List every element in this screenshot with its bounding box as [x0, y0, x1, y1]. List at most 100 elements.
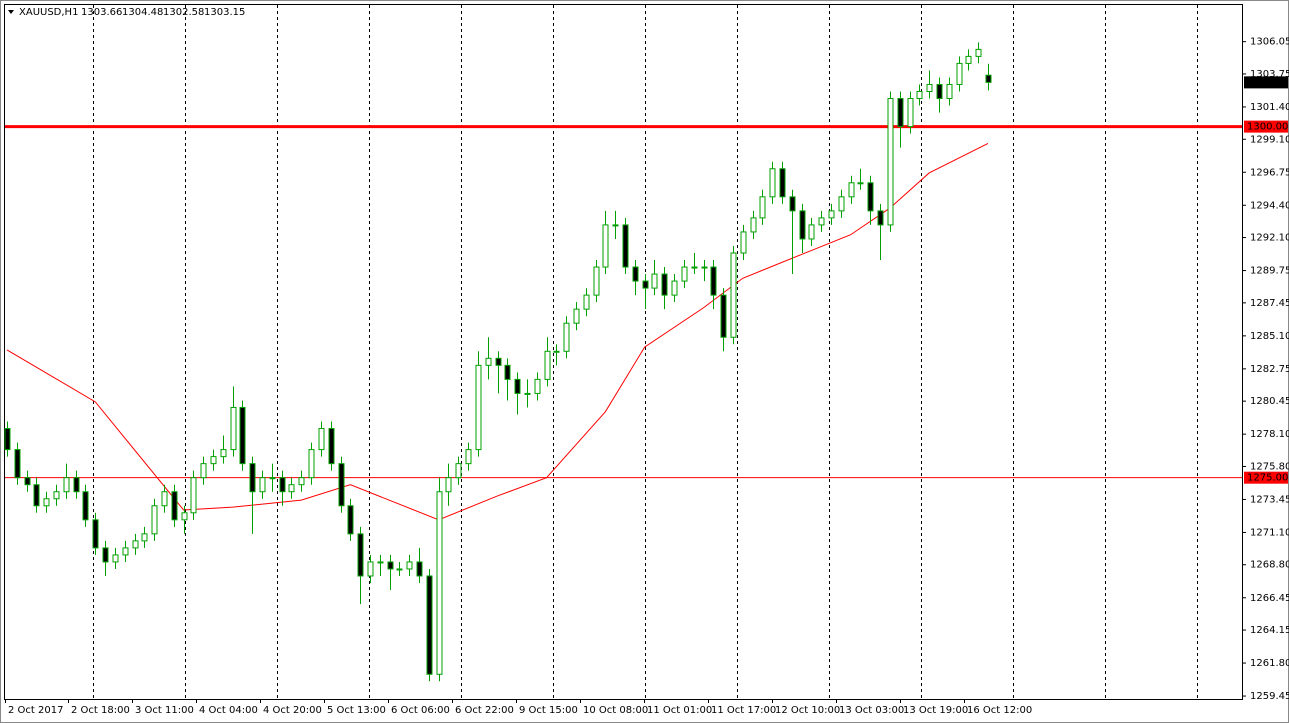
candle-body: [24, 477, 31, 486]
y-tick-label: 1275.80: [1250, 461, 1289, 472]
x-tick-label: 10 Oct 08:00: [583, 705, 648, 716]
candle-body: [769, 168, 776, 198]
y-tick-label: 1271.10: [1250, 527, 1289, 538]
candle-body: [328, 428, 335, 465]
candle-body: [357, 533, 364, 577]
candle-body: [573, 308, 580, 324]
x-tick-label: 2 Oct 2017: [8, 705, 63, 716]
y-tick-label: 1301.40: [1250, 102, 1289, 113]
candle-body: [730, 252, 737, 338]
low: 1302.58: [163, 7, 204, 18]
candle-body: [897, 98, 904, 128]
candle-body: [171, 491, 178, 521]
candle-body: [63, 477, 70, 493]
x-tick-label: 3 Oct 11:00: [135, 705, 194, 716]
symbol: XAUUSD,H1: [19, 7, 78, 18]
candle-body: [838, 196, 845, 212]
candle-body: [544, 350, 551, 380]
candle-body: [14, 449, 21, 479]
candle-body: [239, 406, 246, 465]
close: 1303.15: [204, 7, 245, 18]
candle-body: [789, 196, 796, 212]
candle-body: [661, 273, 668, 296]
candle-body: [750, 217, 757, 233]
candle-body: [563, 322, 570, 352]
candle-body: [848, 182, 855, 198]
candle-body: [916, 91, 923, 100]
candle-body: [308, 449, 315, 479]
high: 1304.48: [122, 7, 163, 18]
y-tick-label: 1299.10: [1250, 134, 1289, 145]
candle-body: [524, 392, 531, 395]
y-tick-label: 1266.45: [1250, 593, 1289, 604]
candle-body: [122, 547, 129, 556]
candle-body: [671, 280, 678, 296]
candle-body: [347, 505, 354, 535]
y-tick-label: 1282.75: [1250, 364, 1289, 375]
candle-body: [279, 477, 286, 493]
level-price-label: 1300.00: [1247, 122, 1288, 133]
y-tick-label: 1289.75: [1250, 266, 1289, 277]
candle-body: [210, 456, 217, 465]
candle-body: [269, 477, 276, 480]
candle-body: [818, 217, 825, 226]
candle-body: [965, 55, 972, 64]
x-tick-label: 4 Oct 20:00: [263, 705, 322, 716]
candle-body: [808, 224, 815, 240]
candle-body: [946, 83, 953, 100]
candle-body: [161, 491, 168, 507]
y-tick-label: 1264.15: [1250, 625, 1289, 636]
candle-body: [406, 561, 413, 570]
candle-body: [887, 98, 894, 226]
level-price-box: [1244, 120, 1288, 133]
level-price-box: [1244, 471, 1288, 484]
candle-body: [534, 378, 541, 394]
x-tick-label: 12 Oct 10:00: [775, 705, 840, 716]
moving-average: [6, 143, 989, 521]
candle-body: [465, 449, 472, 465]
candle-body: [4, 428, 11, 451]
candle-body: [877, 210, 884, 226]
x-tick-label: 11 Oct 17:00: [711, 705, 776, 716]
y-tick-label: 1294.40: [1250, 200, 1289, 211]
candle-body: [485, 357, 492, 366]
y-tick-label: 1259.45: [1250, 691, 1289, 702]
candle-body: [642, 280, 649, 289]
x-tick-label: 13 Oct 03:00: [839, 705, 904, 716]
candle-body: [190, 477, 197, 514]
y-tick-label: 1268.80: [1250, 560, 1289, 571]
candle-body: [92, 519, 99, 549]
candle-body: [475, 364, 482, 451]
candle-body: [82, 491, 89, 521]
candle-body: [338, 463, 345, 507]
y-tick-label: 1285.10: [1250, 331, 1289, 342]
x-tick-label: 6 Oct 06:00: [391, 705, 450, 716]
candle-body: [230, 406, 237, 451]
y-tick-label: 1287.45: [1250, 298, 1289, 309]
candle-body: [740, 231, 747, 254]
candle-body: [828, 210, 835, 219]
candle-body: [259, 477, 266, 493]
candle-body: [583, 294, 590, 310]
candle-body: [975, 48, 982, 57]
x-tick-label: 11 Oct 01:00: [647, 705, 712, 716]
x-tick-label: 4 Oct 04:00: [199, 705, 258, 716]
candle-body: [387, 561, 394, 570]
menu-arrow[interactable]: [8, 10, 14, 14]
x-tick-label: 6 Oct 22:00: [455, 705, 514, 716]
candle-body: [514, 378, 521, 394]
candle-body: [200, 463, 207, 479]
y-tick-label: 1273.45: [1250, 494, 1289, 505]
candle-body: [691, 266, 698, 269]
x-tick-label: 13 Oct 19:00: [903, 705, 968, 716]
y-tick-label: 1306.05: [1250, 37, 1289, 48]
y-tick-label: 1261.80: [1250, 658, 1289, 669]
candle-body: [298, 477, 305, 486]
candle-body: [220, 449, 227, 458]
candle-body: [553, 350, 560, 353]
x-tick-label: 5 Oct 13:00: [327, 705, 386, 716]
candle-body: [759, 196, 766, 219]
candle-body: [288, 484, 295, 493]
